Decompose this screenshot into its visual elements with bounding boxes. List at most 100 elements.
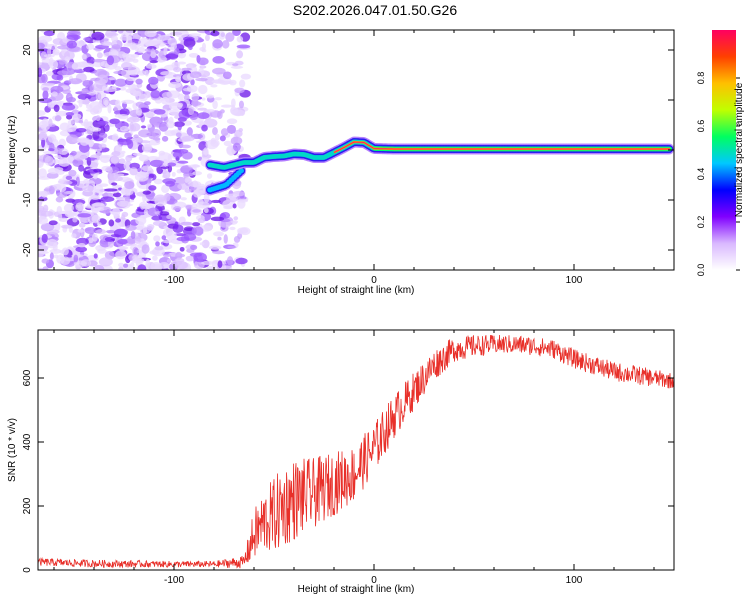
noise-blob [98,132,108,139]
colorbar-tick-label: 0.4 [696,168,706,181]
noise-blob [135,107,143,116]
noise-blob [38,61,42,66]
noise-blob [211,79,224,84]
noise-blob [89,101,103,111]
noise-blob [213,231,224,237]
noise-blob [238,100,244,109]
noise-blob [78,142,90,153]
spectrogram-x-tick-label: 100 [566,275,583,286]
noise-blob [166,231,177,241]
spectrogram-x-tick-label: 0 [371,275,377,286]
noise-blob [161,184,170,194]
noise-blob [57,210,69,215]
noise-blob [232,142,241,152]
noise-blob [52,38,65,45]
noise-blob [181,135,195,142]
noise-blob [181,67,192,71]
noise-blob [218,31,226,40]
noise-blob [38,131,48,141]
spectrogram-y-tick-label: 20 [22,44,33,56]
spectrogram-x-ticks: -100 0 100 [53,30,655,286]
signal-core [238,168,244,174]
noise-blob [175,251,183,260]
noise-blob [56,191,68,198]
noise-blob [212,39,223,49]
noise-blob [64,56,70,62]
snr-x-ticks: -100 0 100 [53,330,655,586]
noise-blob [132,152,143,156]
noise-blob [167,153,173,164]
noise-blob [75,202,85,212]
noise-blob [154,194,167,202]
noise-blob [115,218,121,223]
colorbar-tick-label: 0.2 [696,216,706,229]
noise-blob [68,227,74,233]
noise-blob [154,245,164,251]
noise-blob [219,135,226,142]
snr-x-tick-label: 0 [371,575,377,586]
noise-blob [150,262,162,270]
noise-blob [237,198,249,203]
noise-blob [116,200,131,207]
noise-blob [214,133,220,141]
noise-blob [163,46,168,56]
noise-blob [226,256,234,266]
noise-blob [82,80,93,87]
noise-blob [150,48,156,55]
colorbar-tick-label: 0.6 [696,120,706,133]
noise-blob [205,94,215,99]
noise-blob [235,257,248,265]
noise-blob [104,250,115,260]
noise-blob [100,41,112,47]
noise-blob [190,101,202,106]
noise-blob [210,216,225,222]
noise-blob [121,53,130,58]
noise-blob [55,196,64,203]
noise-blob [126,116,140,123]
noise-blob [134,235,142,244]
noise-blob [141,244,150,254]
noise-blob [183,233,197,241]
noise-blob [140,125,147,129]
noise-blob [161,235,167,241]
noise-blob [106,229,116,234]
noise-blob [217,236,222,241]
noise-blob [174,260,188,270]
noise-blob [162,253,171,258]
noise-blob [177,182,190,190]
noise-blob [95,91,101,100]
noise-blob [49,252,54,260]
noise-blob [123,160,131,171]
noise-blob [138,93,148,102]
figure-title: S202.2026.047.01.50.G26 [293,2,457,18]
noise-blob [192,171,203,176]
noise-blob [57,45,71,50]
noise-blob [52,159,60,164]
noise-blob [124,181,135,190]
noise-blob [234,129,243,138]
noise-blob [135,78,143,85]
noise-blob [229,107,239,115]
noise-blob [54,167,64,172]
noise-blob [98,143,107,149]
colorbar: 0.0 0.2 0.4 0.6 0.8 Normalized spectral ampl… [696,30,745,276]
noise-blob [100,154,112,159]
noise-blob [48,57,54,66]
noise-blob [203,193,210,203]
noise-blob [104,188,118,192]
noise-blob [201,239,210,249]
noise-blob [132,58,139,63]
noise-blob [82,178,90,187]
noise-blob [78,119,84,124]
noise-blob [62,180,73,185]
noise-blob [140,32,146,38]
noise-blob [211,199,221,204]
noise-blob [81,88,89,94]
snr-y-label: SNR (10 * v/v) [7,418,18,482]
noise-blob [68,169,77,177]
noise-blob [142,190,152,195]
noise-blob [86,43,95,50]
noise-blob [112,207,121,217]
